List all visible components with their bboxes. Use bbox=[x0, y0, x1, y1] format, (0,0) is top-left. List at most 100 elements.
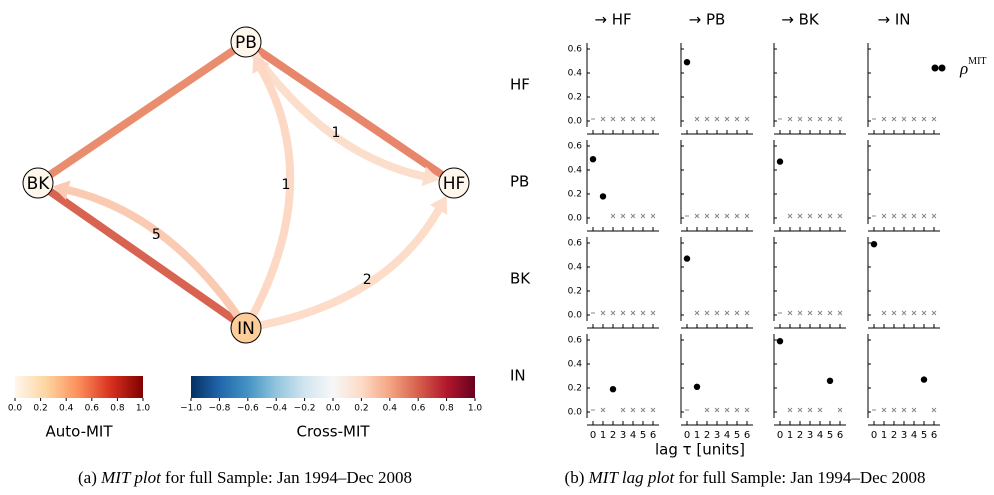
colorbar-tick-label: 0.2 bbox=[33, 404, 47, 414]
cross bbox=[817, 310, 823, 316]
cross bbox=[640, 310, 646, 316]
cross bbox=[807, 116, 813, 122]
cross bbox=[921, 310, 927, 316]
colorbar-tick-label: 0.8 bbox=[110, 404, 125, 414]
colorbar-tick-label: 0.4 bbox=[383, 404, 398, 414]
cross bbox=[797, 310, 803, 316]
cross bbox=[901, 310, 907, 316]
cross bbox=[714, 213, 720, 219]
node-label: HF bbox=[443, 174, 466, 194]
cross bbox=[911, 407, 917, 413]
x-tick-label: 2 bbox=[891, 430, 897, 441]
y-tick-label: 0.2 bbox=[568, 384, 582, 394]
column-title: → BK bbox=[781, 11, 820, 29]
legend-superscript: MIT bbox=[968, 56, 986, 67]
x-tick-label: 0 bbox=[590, 430, 596, 441]
panel bbox=[773, 237, 846, 329]
cross bbox=[787, 310, 793, 316]
x-tick-label: 1 bbox=[787, 430, 793, 441]
cross bbox=[610, 116, 616, 122]
cross bbox=[704, 213, 710, 219]
y-tick-label: 0.4 bbox=[568, 69, 583, 79]
legend: ρMIT bbox=[931, 56, 987, 78]
cross bbox=[797, 213, 803, 219]
panel bbox=[773, 43, 846, 135]
legend-marker bbox=[931, 64, 939, 72]
x-tick-label: 6 bbox=[931, 430, 937, 441]
y-tick-label: 0.6 bbox=[568, 336, 583, 346]
x-tick-label: 1 bbox=[600, 430, 606, 441]
x-tick-label: 2 bbox=[704, 430, 710, 441]
caption-b: (b) MIT lag plot for full Sample: Jan 19… bbox=[565, 468, 926, 487]
y-tick-label: 0.6 bbox=[568, 142, 583, 152]
cross bbox=[901, 407, 907, 413]
y-tick-label: 0.0 bbox=[568, 117, 583, 127]
colorbar-label: Cross-MIT bbox=[296, 423, 370, 441]
x-axis-label: lag τ [units] bbox=[655, 441, 745, 459]
cross bbox=[881, 116, 887, 122]
cross bbox=[837, 310, 843, 316]
node-label: IN bbox=[237, 319, 255, 339]
caption-prefix: (b) bbox=[565, 468, 585, 487]
x-tick-label: 3 bbox=[901, 430, 907, 441]
colorbar-tick-label: −1.0 bbox=[180, 404, 202, 414]
arrowhead bbox=[429, 196, 448, 215]
edge bbox=[35, 179, 249, 332]
point bbox=[609, 386, 617, 393]
colorbar-tick-label: −0.6 bbox=[237, 404, 259, 414]
y-tick-label: 0.0 bbox=[568, 311, 583, 321]
x-tick-label: 0 bbox=[684, 430, 690, 441]
panel bbox=[680, 237, 753, 329]
point bbox=[599, 193, 607, 200]
y-tick-label: 0.6 bbox=[568, 45, 583, 55]
cross bbox=[600, 116, 606, 122]
column-title: → IN bbox=[878, 11, 911, 29]
row-label: HF bbox=[510, 76, 530, 94]
cross bbox=[610, 310, 616, 316]
x-tick-label: 6 bbox=[744, 430, 750, 441]
node bbox=[22, 167, 54, 199]
edge bbox=[242, 67, 295, 330]
point bbox=[920, 376, 928, 383]
cross bbox=[724, 310, 730, 316]
cross bbox=[630, 116, 636, 122]
row-label: PB bbox=[510, 173, 529, 191]
cross bbox=[714, 407, 720, 413]
cross bbox=[911, 213, 917, 219]
cross bbox=[620, 116, 626, 122]
cross bbox=[807, 310, 813, 316]
edge bbox=[35, 38, 249, 187]
cross bbox=[734, 116, 740, 122]
edge bbox=[245, 207, 443, 332]
panel: 0.0 0.2 0.4 0.6 0 1 2 3 4 5 6 bbox=[568, 334, 659, 441]
colorbar-tick-label: 1.0 bbox=[136, 404, 151, 414]
y-tick-label: 0.4 bbox=[568, 360, 583, 370]
x-tick-label: 1 bbox=[881, 430, 887, 441]
arrowhead bbox=[421, 166, 440, 187]
cross bbox=[724, 407, 730, 413]
point bbox=[870, 241, 878, 248]
panel: 0.0 0.2 0.4 0.6 bbox=[568, 43, 659, 135]
point bbox=[683, 59, 691, 66]
cross bbox=[881, 213, 887, 219]
cross bbox=[694, 213, 700, 219]
cross bbox=[704, 407, 710, 413]
cross bbox=[640, 407, 646, 413]
panel bbox=[867, 43, 940, 135]
cross bbox=[744, 116, 750, 122]
node bbox=[230, 312, 262, 344]
cross bbox=[921, 116, 927, 122]
point bbox=[693, 383, 701, 390]
point bbox=[683, 255, 691, 262]
edge-label: 5 bbox=[152, 227, 161, 243]
x-tick-label: 3 bbox=[714, 430, 720, 441]
cross bbox=[704, 116, 710, 122]
y-tick-label: 0.0 bbox=[568, 408, 583, 418]
caption-emphasis: MIT plot bbox=[100, 468, 162, 487]
caption-a: (a) MIT plot for full Sample: Jan 1994–D… bbox=[78, 468, 412, 487]
x-tick-label: 2 bbox=[797, 430, 803, 441]
x-tick-label: 4 bbox=[724, 430, 730, 441]
cross bbox=[807, 407, 813, 413]
cross bbox=[650, 213, 656, 219]
